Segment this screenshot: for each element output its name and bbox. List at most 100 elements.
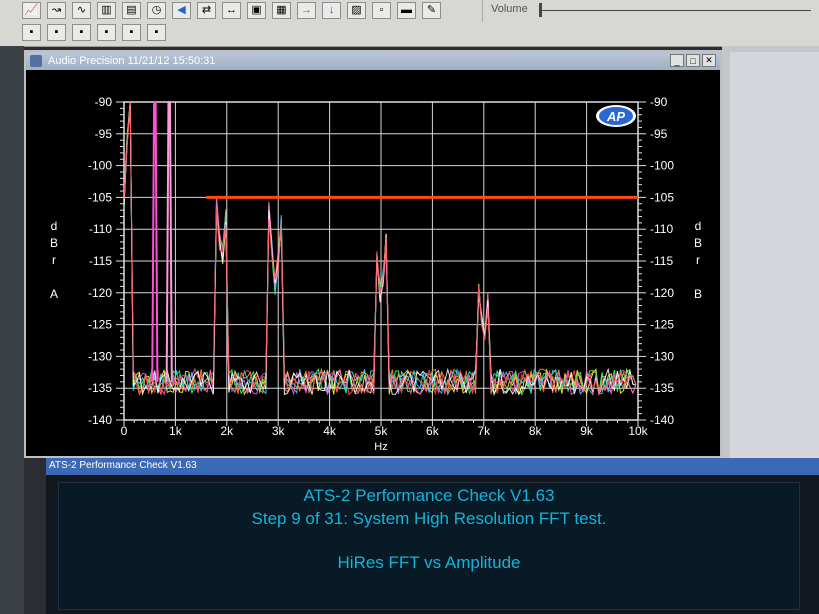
graph-window: Audio Precision 11/21/12 15:50:31 _ □ ✕ … [24, 50, 722, 458]
fundamental-peak [165, 101, 173, 382]
panel-icon-6[interactable]: ▪ [147, 24, 166, 41]
y-axis-label-left: d [51, 219, 58, 233]
y-tick-label-left: -130 [88, 349, 112, 363]
y-tick-label-right: -105 [650, 190, 674, 204]
message-panel: ATS-2 Performance Check V1.63 Step 9 of … [58, 482, 800, 610]
y-tick-label-left: -90 [95, 95, 113, 109]
panel-icon-1[interactable]: ▪ [22, 24, 41, 41]
window-titlebar[interactable]: Audio Precision 11/21/12 15:50:31 _ □ ✕ [26, 52, 720, 70]
y-axis-label-left: B [50, 236, 58, 250]
x-tick-label: 9k [580, 424, 594, 438]
y-tick-label-right: -140 [650, 413, 674, 427]
message-line-1: ATS-2 Performance Check V1.63 [303, 486, 555, 505]
y-tick-label-right: -125 [650, 318, 674, 332]
y-tick-label-left: -115 [89, 254, 112, 268]
y-axis-label-left: A [50, 287, 58, 301]
x-tick-label: 4k [323, 424, 337, 438]
link-icon[interactable]: ⇄ [197, 2, 216, 19]
app-icon [30, 55, 42, 67]
volume-track[interactable] [541, 10, 811, 11]
y-tick-label-right: -100 [650, 159, 674, 173]
fundamental-peak [151, 101, 159, 382]
x-axis: 0 1k 2k 3k 4k 5k 6k 7k 8k 9k 10k Hz [121, 420, 649, 453]
panel-icon-2[interactable]: ▪ [47, 24, 66, 41]
y-tick-label-left: -105 [88, 190, 112, 204]
y-tick-label-right: -135 [650, 381, 674, 395]
analyzer-icon[interactable]: ▥ [97, 2, 116, 19]
y-tick-label-left: -120 [88, 286, 112, 300]
blank-icon[interactable]: ▫ [372, 2, 391, 19]
meter-icon[interactable]: ▤ [122, 2, 141, 19]
panel-icon-5[interactable]: ▪ [122, 24, 141, 41]
toolbar: 📈 ↝ ∿ ▥ ▤ ◷ ◀ ⇄ ↔ ▣ ▦ → ↓ ▨ ▫ ▬ ✎ ▪ ▪ ▪ ▪ ▪ ▪ Volume [0, 0, 819, 47]
y-tick-label-right: -120 [650, 286, 674, 300]
message-line-3: HiRes FFT vs Amplitude [337, 553, 521, 572]
y-tick-label-left: -95 [95, 127, 113, 141]
message-line-2: Step 9 of 31: System High Resolution FFT… [251, 509, 607, 528]
x-axis-label: Hz [374, 441, 387, 453]
go-icon[interactable]: → [297, 2, 316, 19]
image-icon[interactable]: ▨ [347, 2, 366, 19]
graph-icon[interactable]: 📈 [22, 2, 41, 19]
edit-icon[interactable]: ✎ [422, 2, 441, 19]
status-title: ATS-2 Performance Check V1.63 [49, 460, 197, 471]
download-icon[interactable]: ↓ [322, 2, 341, 19]
x-tick-label: 5k [375, 424, 389, 438]
ap-logo: AP [596, 105, 636, 127]
fft-trace [123, 101, 637, 396]
x-tick-label: 6k [426, 424, 440, 438]
status-bar: ATS-2 Performance Check V1.63 [46, 458, 819, 475]
y-axis-right: -90 -95 -100 -105 -110 -115 -120 -125 -130 -135 -1… [638, 95, 674, 427]
timer-icon[interactable]: ◷ [147, 2, 166, 19]
sweep-icon[interactable]: ↝ [47, 2, 66, 19]
toolbar-row-2: ▪ ▪ ▪ ▪ ▪ ▪ [22, 24, 166, 41]
y-tick-label-right: -90 [650, 95, 668, 109]
volume-slider-thumb[interactable] [539, 3, 542, 17]
x-tick-label: 3k [272, 424, 286, 438]
x-tick-label: 0 [121, 424, 128, 438]
y-tick-label-left: -140 [88, 413, 112, 427]
y-tick-label-left: -100 [88, 159, 112, 173]
logo-inner [599, 107, 633, 125]
x-tick-label: 2k [220, 424, 234, 438]
y-tick-label-left: -110 [89, 222, 112, 236]
folder-icon[interactable]: ▣ [247, 2, 266, 19]
x-tick-label: 10k [628, 424, 648, 438]
page-icon[interactable]: ▦ [272, 2, 291, 19]
y-axis-label-right: r [696, 253, 700, 267]
maximize-button[interactable]: □ [686, 54, 700, 67]
minimize-button[interactable]: _ [670, 54, 684, 67]
arrows-icon[interactable]: ↔ [222, 2, 241, 19]
y-axis-left: -90 -95 -100 -105 -110 -115 -120 -125 -130 -135 -1… [88, 95, 124, 427]
bar-icon[interactable]: ▬ [397, 2, 416, 19]
close-button[interactable]: ✕ [702, 54, 716, 67]
x-tick-label: 7k [477, 424, 491, 438]
volume-control: Volume [482, 0, 819, 22]
fft-trace [123, 101, 636, 396]
window-title: Audio Precision 11/21/12 15:50:31 [48, 55, 216, 67]
y-tick-label-right: -115 [650, 254, 673, 268]
y-tick-label-right: -110 [650, 222, 673, 236]
x-tick-label: 1k [169, 424, 183, 438]
fft-plot: -90 -95 -100 -105 -110 -115 -120 -125 -130 -135 -1… [50, 95, 702, 453]
y-tick-label-left: -125 [88, 318, 112, 332]
fft-trace [123, 101, 637, 396]
y-tick-label-right: -130 [650, 349, 674, 363]
panel-icon-3[interactable]: ▪ [72, 24, 91, 41]
y-tick-label-right: -95 [650, 127, 668, 141]
y-axis-label-right: B [694, 236, 702, 250]
y-axis-label-left: r [52, 253, 56, 267]
y-axis-label-right: B [694, 287, 702, 301]
logo-text: AP [606, 109, 625, 124]
plot-series [123, 101, 637, 397]
panel-icon-4[interactable]: ▪ [97, 24, 116, 41]
left-panel [0, 46, 24, 614]
signal-icon[interactable]: ∿ [72, 2, 91, 19]
speaker-icon[interactable]: ◀ [172, 2, 191, 19]
fft-trace [123, 101, 637, 396]
volume-label: Volume [491, 3, 528, 15]
toolbar-row-1: 📈 ↝ ∿ ▥ ▤ ◷ ◀ ⇄ ↔ ▣ ▦ → ↓ ▨ ▫ ▬ ✎ [22, 2, 441, 19]
y-tick-label-left: -135 [88, 381, 112, 395]
fft-trace [123, 101, 637, 396]
